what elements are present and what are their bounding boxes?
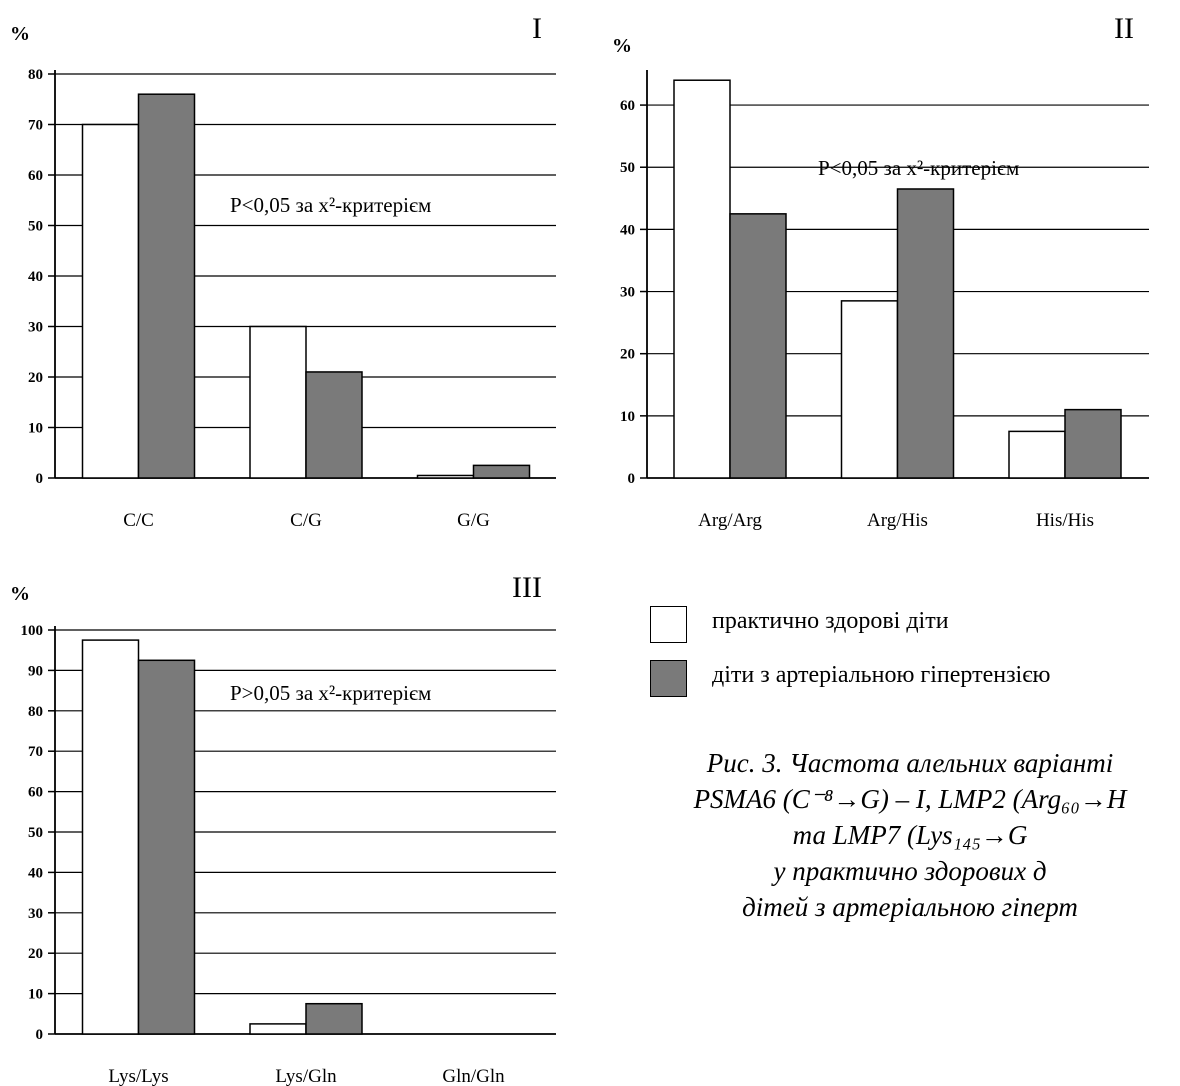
y-tick-label: 0 [628, 471, 636, 487]
y-tick-label: 0 [36, 1027, 44, 1043]
legend-swatch-hypertension [650, 660, 687, 697]
y-tick-label: 50 [28, 219, 43, 235]
y-tick-label: 90 [28, 663, 43, 679]
panel-label: III [512, 571, 542, 604]
significance-annotation: P<0,05 за x²-критерієм [818, 156, 1019, 180]
y-tick-label: 0 [36, 471, 44, 487]
y-tick-label: 40 [28, 269, 43, 285]
bar-hypertension [137, 659, 196, 1035]
y-tick-label: 30 [28, 320, 43, 336]
y-tick-label: 20 [28, 370, 43, 386]
bar-healthy [1008, 430, 1066, 479]
bar-healthy [249, 325, 307, 479]
x-category-label: His/His [1036, 510, 1094, 531]
bar-healthy [81, 639, 140, 1035]
y-unit-label: % [612, 35, 632, 57]
bar-hypertension [896, 188, 955, 479]
bar-hypertension [729, 213, 787, 479]
y-tick-label: 60 [28, 785, 43, 801]
caption-line-1: Рис. 3. Частота алельних варіанті [706, 748, 1114, 778]
panel-label: I [532, 12, 542, 45]
y-tick-label: 80 [28, 67, 43, 83]
x-category-label: Gln/Gln [442, 1066, 505, 1086]
y-tick-label: 50 [28, 825, 43, 841]
y-tick-label: 10 [28, 987, 43, 1003]
bar-healthy [673, 79, 731, 479]
chart-panel-3: 0 10 20 30 40 50 60 70 80 90 100 Lys/Lys Lys/Gln Gln/… [10, 571, 556, 1086]
chart-panel-1: 0 10 20 30 40 50 60 70 80 C/C C/G G/G P<0,05 за x²-к… [10, 12, 556, 531]
bar-hypertension [305, 371, 363, 479]
x-category-label: Arg/Arg [698, 510, 762, 531]
y-unit-label: % [10, 583, 30, 605]
bar-hypertension [137, 93, 196, 479]
bar-hypertension [472, 464, 531, 479]
y-tick-label: 100 [21, 623, 44, 639]
y-tick-label: 40 [620, 222, 635, 238]
y-tick-label: 30 [28, 906, 43, 922]
significance-annotation: P<0,05 за x²-критерієм [230, 193, 431, 217]
bar-hypertension [1064, 408, 1122, 479]
y-tick-label: 40 [28, 865, 43, 881]
bar-hypertension [305, 1002, 363, 1035]
x-category-label: Lys/Lys [108, 1066, 168, 1086]
legend-item-healthy: практично здорові діти [650, 606, 1180, 660]
panel-label: II [1114, 12, 1134, 45]
chart-panel-2: 0 10 20 30 40 50 60 Arg/Arg Arg/His His/His P<0,05… [612, 12, 1149, 531]
y-tick-label: 80 [28, 704, 43, 720]
y-tick-label: 10 [28, 421, 43, 437]
legend-swatch-healthy [650, 606, 687, 643]
y-unit-label: % [10, 23, 30, 45]
caption-line-5: дітей з артеріальною гіперт [742, 892, 1078, 922]
legend-label-healthy: практично здорові діти [712, 608, 949, 634]
y-tick-label: 20 [620, 347, 635, 363]
y-tick-label: 10 [620, 409, 635, 425]
caption-line-4: у практично здорових д [773, 856, 1047, 886]
y-tick-label: 30 [620, 285, 635, 301]
legend-label-hypertension: діти з артеріальною гіпертензією [712, 662, 1051, 688]
significance-annotation: P>0,05 за x²-критерієм [230, 681, 431, 705]
bar-healthy [81, 123, 140, 479]
y-tick-label: 70 [28, 118, 43, 134]
y-tick-label: 20 [28, 946, 43, 962]
bar-healthy [249, 1023, 307, 1035]
x-category-label: C/G [290, 510, 322, 531]
y-tick-label: 60 [620, 98, 635, 114]
y-tick-label: 70 [28, 744, 43, 760]
y-tick-label: 60 [28, 168, 43, 184]
bar-healthy [416, 474, 475, 479]
legend: практично здорові діти діти з артеріальн… [650, 606, 1180, 714]
x-category-label: Lys/Gln [275, 1066, 337, 1086]
y-tick-label: 50 [620, 160, 635, 176]
bar-healthy [840, 300, 899, 479]
x-category-label: G/G [457, 510, 490, 531]
x-category-label: Arg/His [867, 510, 928, 531]
legend-item-hypertension: діти з артеріальною гіпертензією [650, 660, 1180, 714]
x-category-label: C/C [123, 510, 154, 531]
caption-line-3: та LMP7 (Lys₁₄₅→G [792, 820, 1028, 850]
caption-line-2: PSMA6 (C⁻⁸→G) – I, LMP2 (Arg₆₀→H [693, 784, 1127, 814]
figure-caption: Рис. 3. Частота алельних варіанті PSMA6 … [560, 745, 1180, 925]
